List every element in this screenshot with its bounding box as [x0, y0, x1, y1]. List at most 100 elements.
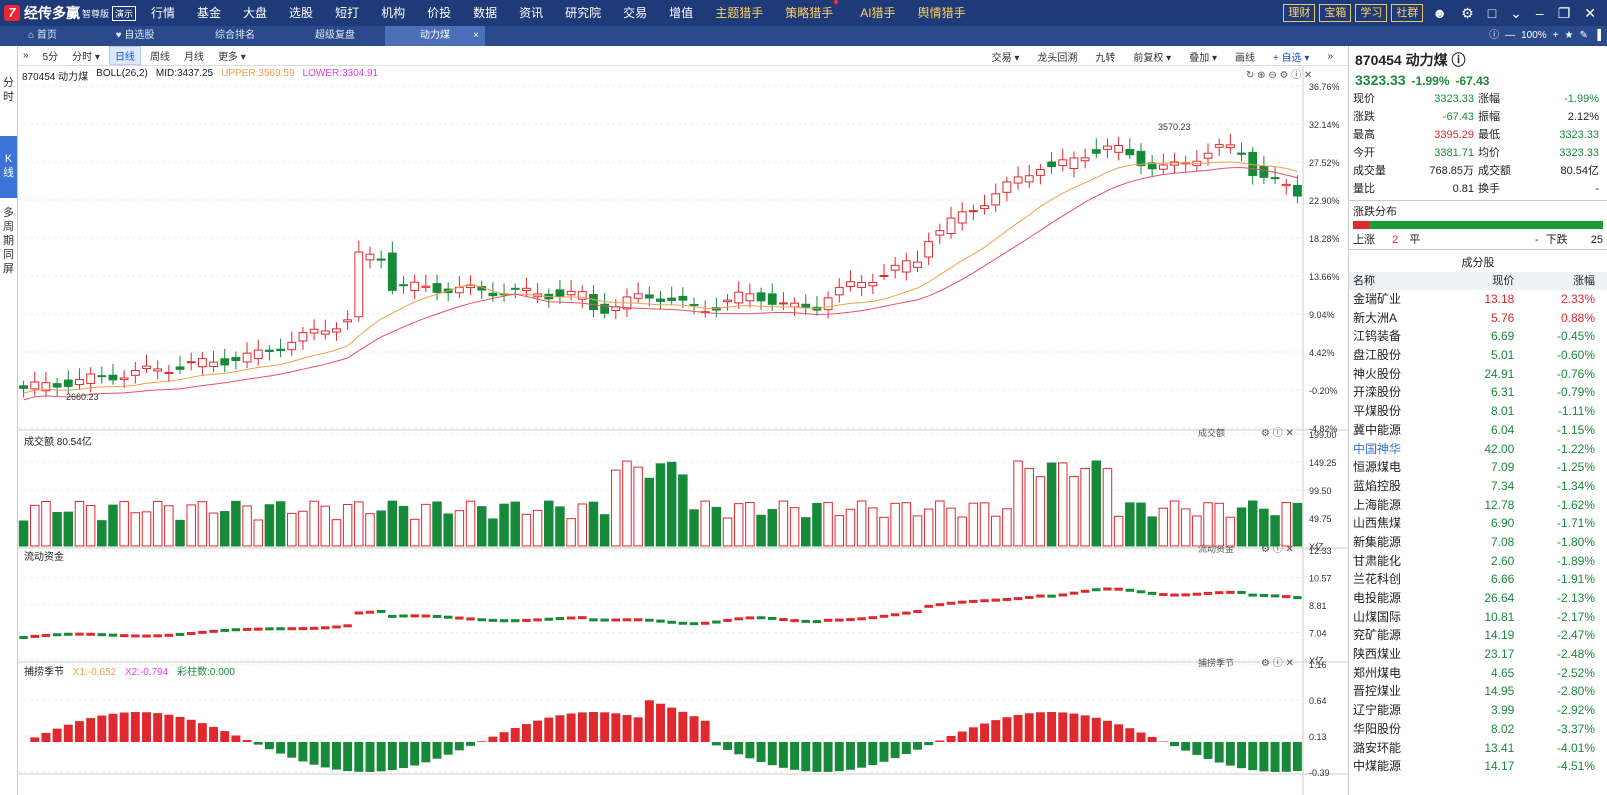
- period-0[interactable]: 5分: [42, 52, 59, 63]
- tool-5[interactable]: 画线: [1235, 52, 1256, 64]
- baoxiang-button[interactable]: 宝箱: [1319, 4, 1352, 22]
- candle-body: [779, 302, 788, 305]
- menu-item-5[interactable]: 机构: [381, 6, 406, 20]
- menu-item-0[interactable]: 行情: [151, 6, 176, 20]
- osc-bar: [466, 742, 476, 746]
- component-row[interactable]: 兰花科创 6.66 -1.91%: [1349, 570, 1607, 589]
- component-price: 23.17: [1484, 647, 1515, 662]
- menu-item-11[interactable]: 增值: [669, 6, 694, 20]
- period-4[interactable]: 月线: [183, 52, 204, 63]
- menu-item-3[interactable]: 选股: [289, 6, 314, 20]
- info-icon[interactable]: ⓘ: [1489, 30, 1500, 41]
- zoom-in-icon[interactable]: +: [1552, 30, 1559, 41]
- study-button[interactable]: 学习: [1355, 4, 1388, 22]
- component-row[interactable]: 晋控煤业 14.95 -2.80%: [1349, 682, 1607, 701]
- component-row[interactable]: 郑州煤电 4.65 -2.52%: [1349, 664, 1607, 683]
- user-icon[interactable]: ☻: [1432, 5, 1448, 21]
- menu-item-14[interactable]: AI猎手: [860, 6, 896, 20]
- close-icon[interactable]: ✕: [1584, 4, 1596, 21]
- tool-4[interactable]: 叠加 ▾: [1189, 52, 1218, 64]
- menu-item-1[interactable]: 基金: [197, 6, 222, 20]
- boll-label[interactable]: BOLL(26,2): [96, 68, 148, 79]
- component-change: -0.79%: [1556, 385, 1596, 400]
- tab-4[interactable]: 动力煤 ×: [385, 26, 485, 46]
- tab-3[interactable]: 超级复盘: [285, 26, 385, 46]
- period-5[interactable]: 更多 ▾: [217, 52, 246, 63]
- volume-bar: [141, 511, 152, 547]
- component-row[interactable]: 山煤国际 10.81 -2.17%: [1349, 608, 1607, 627]
- menu-item-13[interactable]: 策略猎手: [774, 0, 849, 26]
- component-row[interactable]: 开滦股份 6.31 -0.79%: [1349, 383, 1607, 402]
- menu-item-9[interactable]: 研究院: [565, 6, 602, 20]
- menu-item-10[interactable]: 交易: [623, 6, 648, 20]
- settings-icon[interactable]: ⚙: [1461, 4, 1474, 21]
- menu-item-15[interactable]: 舆情猎手: [917, 6, 966, 20]
- period-3[interactable]: 周线: [149, 52, 170, 63]
- component-price: 10.81: [1484, 609, 1515, 624]
- period-1[interactable]: 分时 ▾: [72, 52, 100, 63]
- tool-3[interactable]: 前复权 ▾: [1133, 52, 1172, 64]
- menu-item-6[interactable]: 价投: [427, 6, 452, 20]
- pen-icon[interactable]: ✎: [1579, 30, 1588, 41]
- component-row[interactable]: 平煤股份 8.01 -1.11%: [1349, 402, 1607, 421]
- community-button[interactable]: 社群: [1391, 4, 1424, 22]
- restore-icon[interactable]: ❐: [1557, 4, 1571, 21]
- component-row[interactable]: 华阳股份 8.02 -3.37%: [1349, 720, 1607, 739]
- candle-body: [52, 383, 62, 388]
- tool-6[interactable]: + 自选 ▾: [1273, 52, 1310, 64]
- component-row[interactable]: 电投能源 26.64 -2.13%: [1349, 589, 1607, 608]
- osc-bar: [387, 742, 397, 771]
- flow-mark: [1181, 593, 1190, 597]
- component-row[interactable]: 江钨装备 6.69 -0.45%: [1349, 327, 1607, 346]
- component-name: 新集能源: [1353, 534, 1402, 549]
- component-row[interactable]: 蓝焰控股 7.34 -1.34%: [1349, 477, 1607, 496]
- component-row[interactable]: 中煤能源 14.17 -4.51%: [1349, 757, 1607, 776]
- component-row[interactable]: 潞安环能 13.41 -4.01%: [1349, 739, 1607, 758]
- component-row[interactable]: 山西焦煤 6.90 -1.71%: [1349, 514, 1607, 533]
- component-row[interactable]: 冀中能源 6.04 -1.15%: [1349, 421, 1607, 440]
- component-row[interactable]: 新大洲A 5.76 0.88%: [1349, 309, 1607, 328]
- menu-item-12[interactable]: 主题猎手: [715, 6, 764, 20]
- collapse-icon[interactable]: »: [23, 50, 29, 61]
- component-row[interactable]: 兖矿能源 14.19 -2.47%: [1349, 626, 1607, 645]
- component-row[interactable]: 金瑞矿业 13.18 2.33%: [1349, 290, 1607, 309]
- tab-2[interactable]: 综合排名: [185, 26, 285, 46]
- star-icon[interactable]: ★: [1564, 30, 1574, 41]
- minimize-icon[interactable]: –: [1535, 5, 1544, 21]
- chevron-down-icon[interactable]: ⌄: [1510, 4, 1522, 21]
- quote-sidebar: 870454 动力煤 ⓘ 3323.33 -1.99% -67.43 现价 332…: [1348, 46, 1607, 795]
- menu-item-4[interactable]: 短打: [335, 6, 360, 20]
- candle-body: [309, 328, 319, 334]
- menu-item-8[interactable]: 资讯: [519, 6, 544, 20]
- component-row[interactable]: 恒源煤电 7.09 -1.25%: [1349, 458, 1607, 477]
- component-row[interactable]: 陕西煤业 23.17 -2.48%: [1349, 645, 1607, 664]
- tool-0[interactable]: 交易 ▾: [991, 52, 1020, 64]
- menu-item-7[interactable]: 数据: [473, 6, 498, 20]
- chart-icon[interactable]: ▐: [1593, 30, 1601, 41]
- tab-timeshare[interactable]: 分时: [3, 77, 14, 103]
- tool-1[interactable]: 龙头回溯: [1037, 52, 1078, 64]
- window-icon[interactable]: □: [1487, 5, 1497, 21]
- licai-button[interactable]: 理财: [1283, 4, 1316, 22]
- period-2[interactable]: 日线: [108, 46, 141, 65]
- component-row[interactable]: 上海能源 12.78 -1.62%: [1349, 496, 1607, 515]
- zoom-out-icon[interactable]: —: [1505, 30, 1516, 41]
- tab-kline[interactable]: K线: [0, 136, 17, 198]
- component-row[interactable]: 辽宁能源 3.99 -2.92%: [1349, 701, 1607, 720]
- component-row[interactable]: 甘肃能化 2.60 -1.89%: [1349, 552, 1607, 571]
- tab-multi-period[interactable]: 多周期同屏: [3, 207, 14, 275]
- menu-item-2[interactable]: 大盘: [243, 6, 268, 20]
- tab-0[interactable]: ⌂ 首页: [0, 26, 85, 46]
- close-tab-icon[interactable]: ×: [473, 30, 479, 41]
- vol-panel-title: 成交额 80.54亿: [24, 437, 92, 448]
- candle-body: [935, 230, 945, 236]
- info-icon[interactable]: ⓘ: [1451, 52, 1466, 68]
- component-row[interactable]: 中国神华 42.00 -1.22%: [1349, 440, 1607, 459]
- component-row[interactable]: 神火股份 24.91 -0.76%: [1349, 365, 1607, 384]
- component-row[interactable]: 盘江股份 5.01 -0.60%: [1349, 346, 1607, 365]
- kline-chart[interactable]: 36.76% 32.14% 27.52% 22.90% 18.28% 13.66% 9.04…: [18, 66, 1348, 795]
- tool-2[interactable]: 九转: [1095, 52, 1116, 64]
- tab-1[interactable]: ♥ 自选股: [85, 26, 185, 46]
- expand-icon[interactable]: »: [1327, 50, 1333, 62]
- component-row[interactable]: 新集能源 7.08 -1.80%: [1349, 533, 1607, 552]
